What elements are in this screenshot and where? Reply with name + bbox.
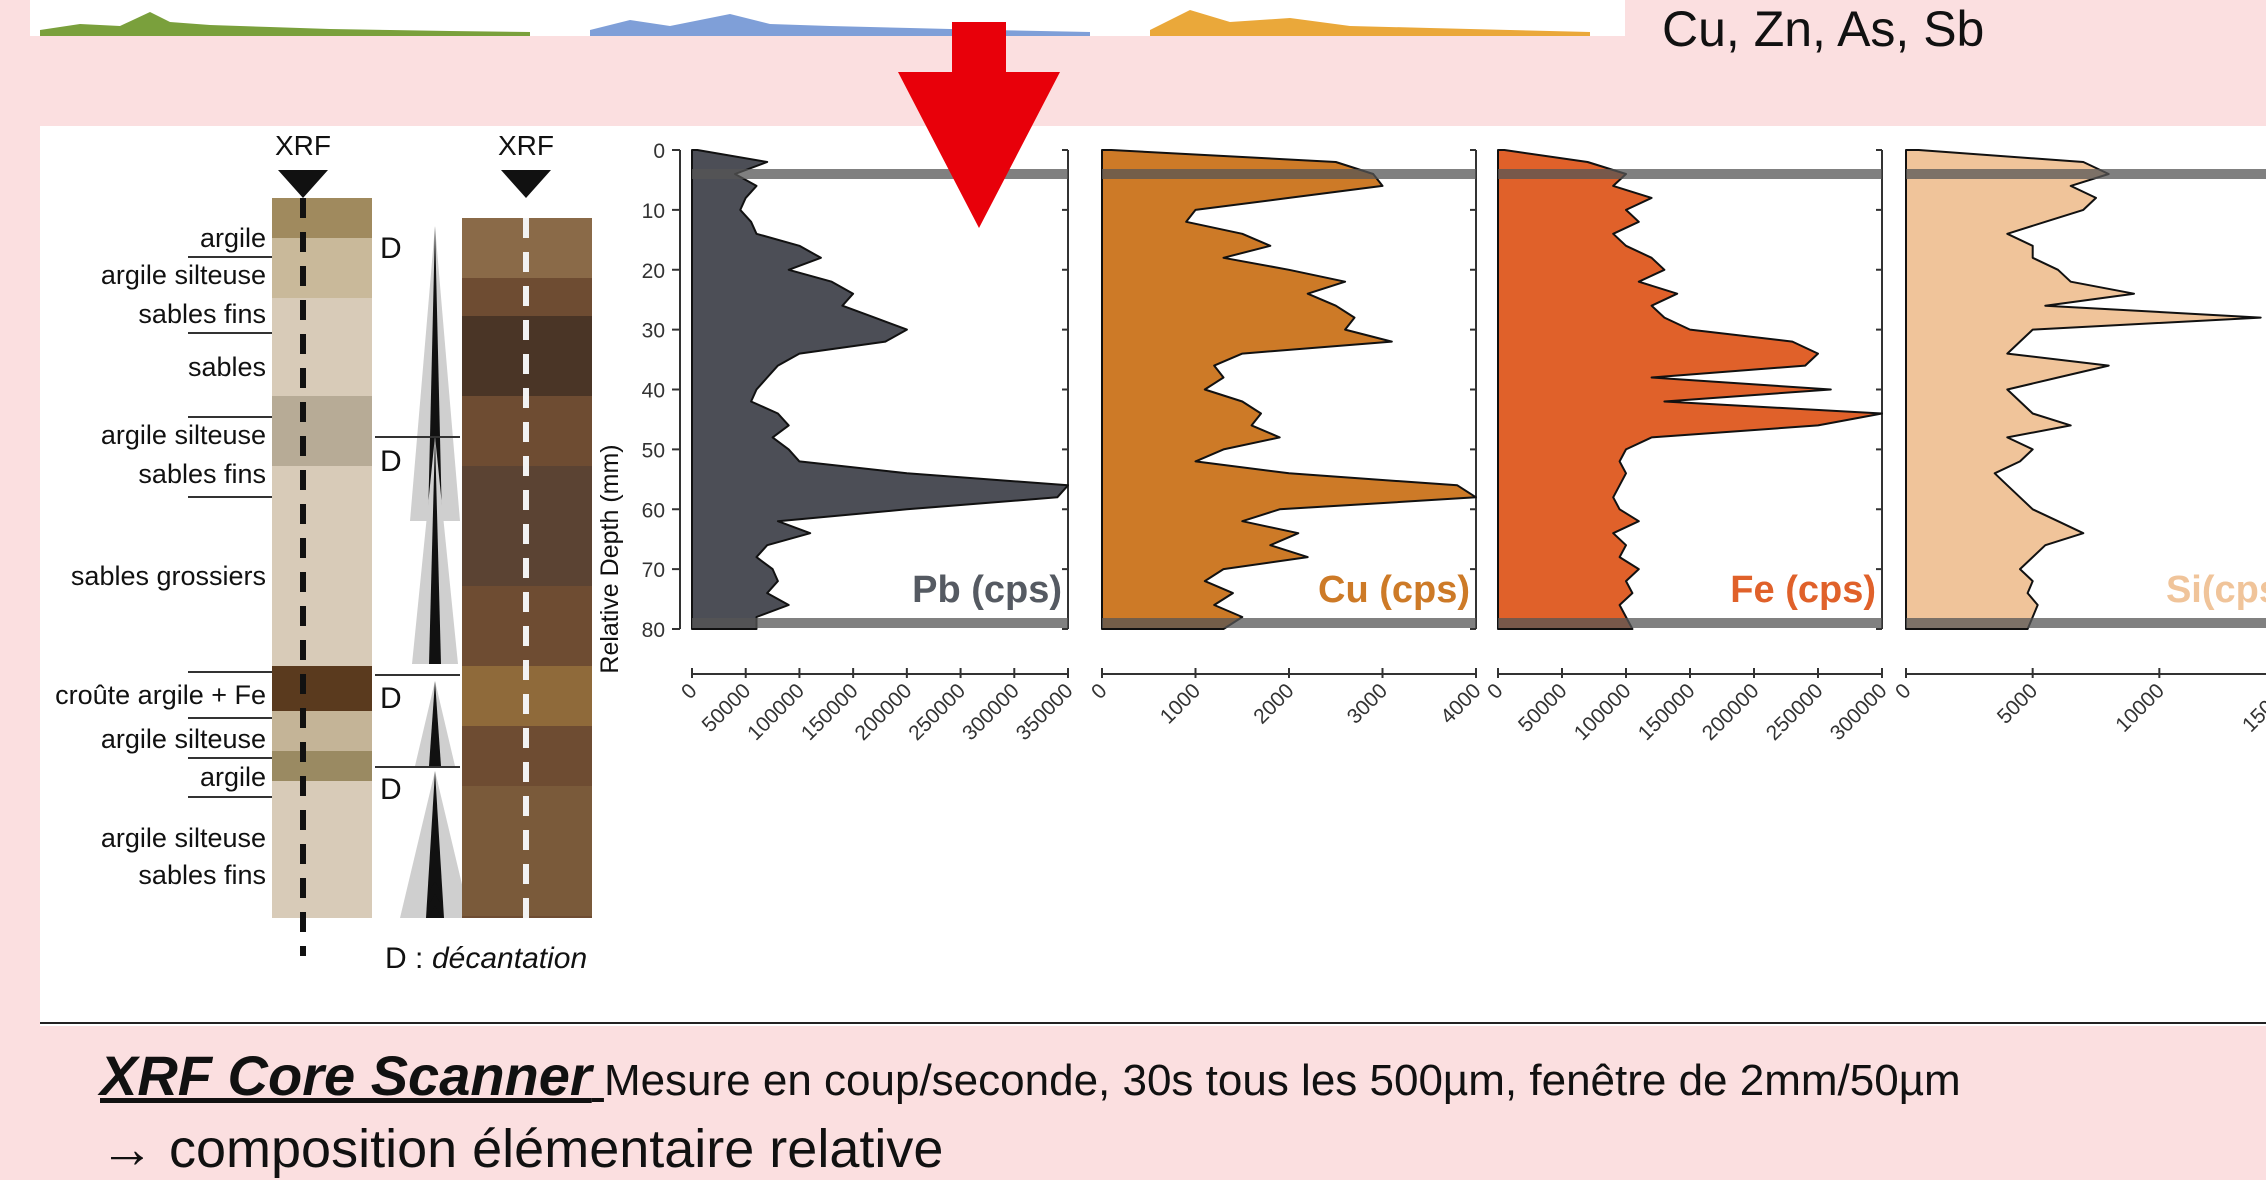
depth-tick-label: 50 bbox=[642, 439, 665, 462]
layer-label: argile silteuse bbox=[101, 724, 266, 754]
decantation-marker-2: D bbox=[380, 445, 402, 478]
stratigraphic-log: XRF XRF bbox=[55, 130, 592, 975]
x-tick-label: 50000 bbox=[1514, 679, 1572, 737]
layer-label: sables fins bbox=[138, 299, 266, 329]
caption-separator bbox=[592, 1056, 604, 1105]
legend-prefix: D : bbox=[385, 942, 423, 975]
layer-label: argile bbox=[200, 762, 266, 792]
xrf-marker-right bbox=[501, 170, 551, 198]
decantation-marker-3: D bbox=[380, 682, 402, 715]
layer-label: argile silteuse bbox=[101, 420, 266, 450]
xrf-figure: XRF XRF bbox=[40, 126, 2266, 1026]
depth-axis: Relative Depth (mm) 0 10 20 30 40 50 60 70 80 bbox=[596, 140, 681, 674]
legend-term: décantation bbox=[432, 942, 587, 975]
figure-canvas: XRF XRF bbox=[40, 130, 2266, 1024]
panel-label: Fe (cps) bbox=[1730, 569, 1876, 611]
xrf-marker-left bbox=[278, 170, 328, 198]
depth-tick-label: 30 bbox=[642, 320, 665, 343]
depth-tick-label: 60 bbox=[642, 499, 665, 522]
series-area bbox=[1905, 149, 2262, 630]
depth-tick-label: 70 bbox=[642, 559, 665, 582]
x-tick-label: 0 bbox=[1891, 679, 1916, 704]
spectra-strip bbox=[30, 0, 1625, 36]
depth-tick-label: 40 bbox=[642, 380, 665, 403]
caption-line-2: → composition élémentaire relative bbox=[100, 1119, 944, 1179]
x-tick-label: 100000 bbox=[743, 679, 809, 745]
x-tick-label: 1000 bbox=[1156, 679, 1205, 728]
layer-label: sables grossiers bbox=[71, 561, 266, 591]
x-tick-label: 200000 bbox=[851, 679, 917, 745]
layer-label: argile silteuse bbox=[101, 823, 266, 853]
x-tick-label: 100000 bbox=[1570, 679, 1636, 745]
panel-label: Si(cps bbox=[2166, 569, 2266, 611]
layer-label: argile bbox=[200, 223, 266, 253]
depth-tick-label: 20 bbox=[642, 260, 665, 283]
x-tick-label: 150000 bbox=[797, 679, 863, 745]
layer-label: sables fins bbox=[138, 459, 266, 489]
x-tick-label: 0 bbox=[677, 679, 702, 704]
x-tick-label: 15000 bbox=[2238, 679, 2266, 737]
panel-1: Cu (cps) 0 1000 2000 3000 4000 bbox=[1087, 149, 1486, 729]
series-area bbox=[691, 149, 1069, 630]
caption-title: XRF Core Scanner bbox=[100, 1044, 592, 1107]
x-tick-label: 5000 bbox=[1993, 679, 2042, 728]
x-tick-label: 150000 bbox=[1634, 679, 1700, 745]
spectra-image bbox=[30, 0, 1590, 36]
series-area bbox=[1101, 149, 1477, 630]
xrf-label-left: XRF bbox=[275, 130, 331, 161]
layer-label: croûte argile + Fe bbox=[55, 680, 266, 710]
x-tick-label: 300000 bbox=[1826, 679, 1892, 745]
depth-tick-label: 0 bbox=[653, 140, 665, 163]
x-tick-label: 300000 bbox=[958, 679, 1024, 745]
element-list: Cu, Zn, As, Sb bbox=[1662, 1, 1985, 57]
down-arrow-shape bbox=[898, 22, 1060, 228]
core-photo-left bbox=[272, 198, 372, 918]
panel-label: Pb (cps) bbox=[912, 569, 1062, 611]
x-tick-label: 350000 bbox=[1012, 679, 1078, 745]
x-tick-label: 0 bbox=[1483, 679, 1508, 704]
x-tick-label: 10000 bbox=[2111, 679, 2169, 737]
layer-label: sables fins bbox=[138, 860, 266, 890]
depth-axis-label: Relative Depth (mm) bbox=[596, 444, 624, 673]
x-tick-label: 250000 bbox=[904, 679, 970, 745]
xrf-label-right: XRF bbox=[498, 130, 554, 161]
x-tick-label: 200000 bbox=[1698, 679, 1764, 745]
decantation-marker-4: D bbox=[380, 773, 402, 806]
layer-label: argile silteuse bbox=[101, 260, 266, 290]
layer-label: sables bbox=[188, 352, 266, 382]
decantation-marker-1: D bbox=[380, 232, 402, 265]
legend: D : décantation bbox=[385, 942, 587, 975]
down-arrow-icon bbox=[898, 22, 1060, 228]
depth-tick-label: 10 bbox=[642, 200, 665, 223]
x-tick-label: 0 bbox=[1087, 679, 1112, 704]
depth-tick-label: 80 bbox=[642, 619, 665, 642]
x-tick-label: 3000 bbox=[1343, 679, 1392, 728]
series-area bbox=[1497, 149, 1883, 630]
x-tick-label: 2000 bbox=[1249, 679, 1298, 728]
panel-label: Cu (cps) bbox=[1318, 569, 1470, 611]
caption-text: Mesure en coup/seconde, 30s tous les 500… bbox=[603, 1056, 1961, 1105]
x-tick-label: 4000 bbox=[1436, 679, 1485, 728]
x-tick-label: 250000 bbox=[1762, 679, 1828, 745]
layer-labels: argile argile silteuse sables fins sable… bbox=[55, 223, 272, 890]
caption: XRF Core Scanner Mesure en coup/seconde,… bbox=[100, 1043, 1961, 1108]
